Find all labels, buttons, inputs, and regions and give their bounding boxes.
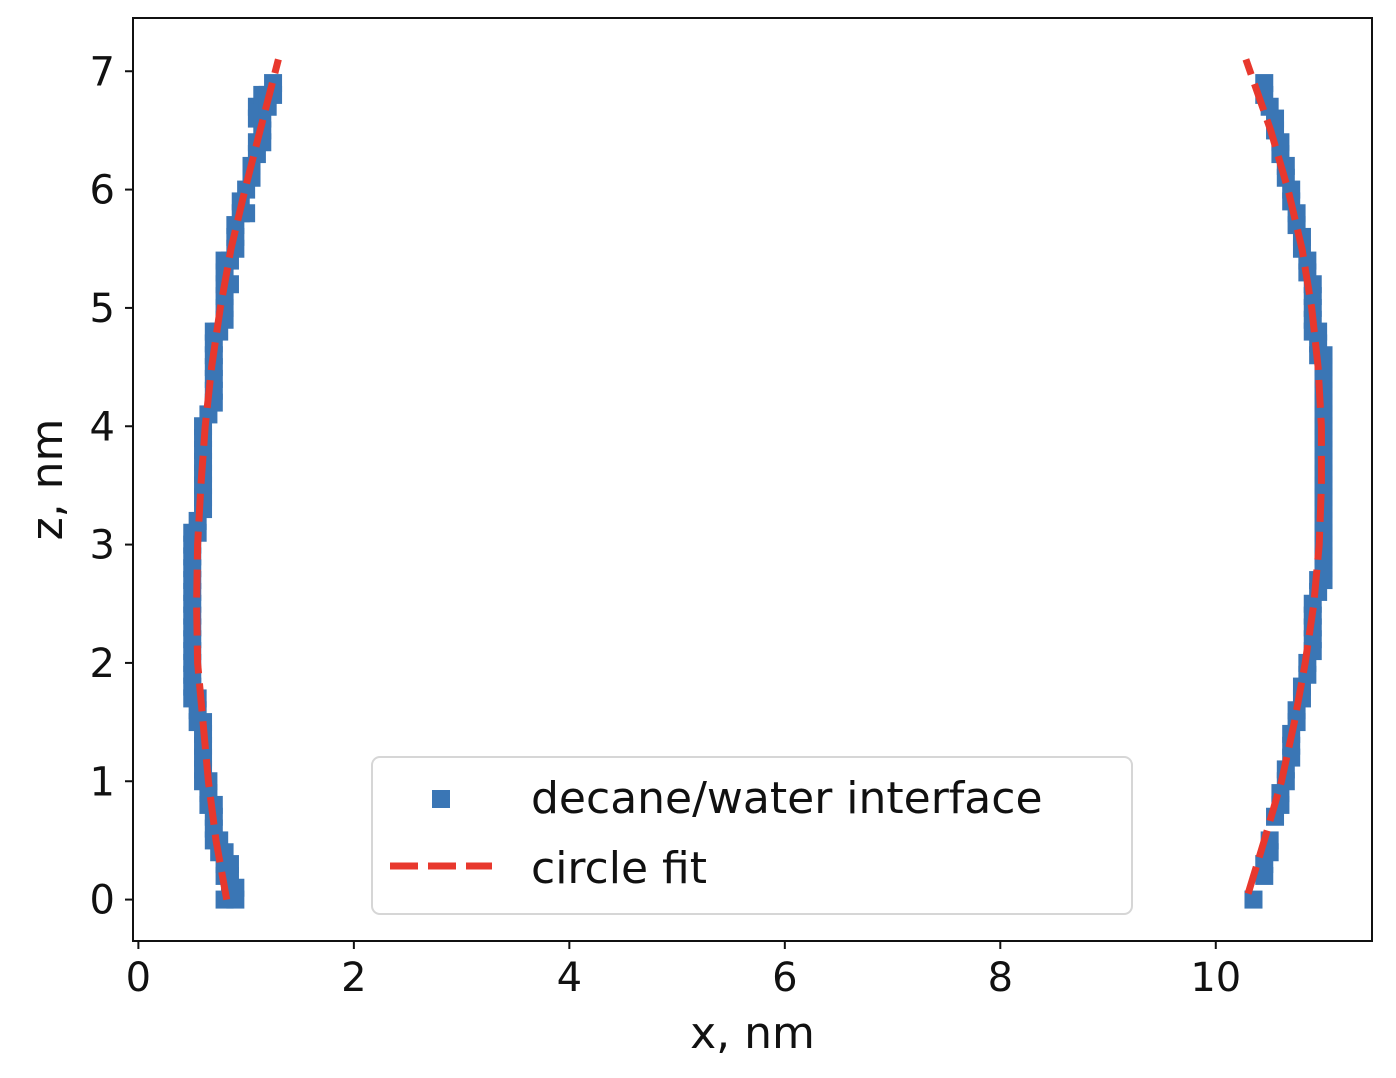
x-tick-label: 10 — [1190, 955, 1241, 1001]
x-tick-label: 8 — [988, 955, 1013, 1001]
x-tick-label: 6 — [772, 955, 797, 1001]
legend-label-fit: circle fit — [531, 843, 707, 894]
legend-box — [371, 756, 1133, 915]
x-tick-label: 4 — [557, 955, 582, 1001]
legend-marker-interface — [432, 790, 450, 808]
x-tick-label: 0 — [126, 955, 151, 1001]
legend: decane/water interface circle fit — [371, 756, 1133, 915]
legend-label-interface: decane/water interface — [531, 773, 1043, 824]
y-tick-label: 4 — [90, 404, 115, 450]
y-tick-label: 2 — [90, 641, 115, 687]
y-axis-label: z, nm — [22, 419, 73, 541]
circle-fit-line — [1242, 58, 1325, 895]
y-tick-label: 1 — [90, 759, 115, 805]
marks-layer — [183, 58, 1333, 909]
interface-point — [1244, 890, 1263, 909]
y-tick-label: 5 — [90, 286, 115, 332]
x-axis-label: x, nm — [690, 1008, 815, 1059]
y-ticks: 0 1 2 3 4 5 6 7 — [90, 49, 133, 924]
x-ticks: 0 2 4 6 8 10 — [126, 941, 1241, 1001]
plot-frame — [132, 17, 1373, 942]
interface-point — [1255, 74, 1274, 93]
y-tick-label: 3 — [90, 523, 115, 569]
y-tick-label: 6 — [90, 168, 115, 214]
y-tick-label: 7 — [90, 49, 115, 95]
x-tick-label: 2 — [341, 955, 366, 1001]
y-tick-label: 0 — [90, 878, 115, 924]
circle-fit-line — [193, 58, 282, 901]
